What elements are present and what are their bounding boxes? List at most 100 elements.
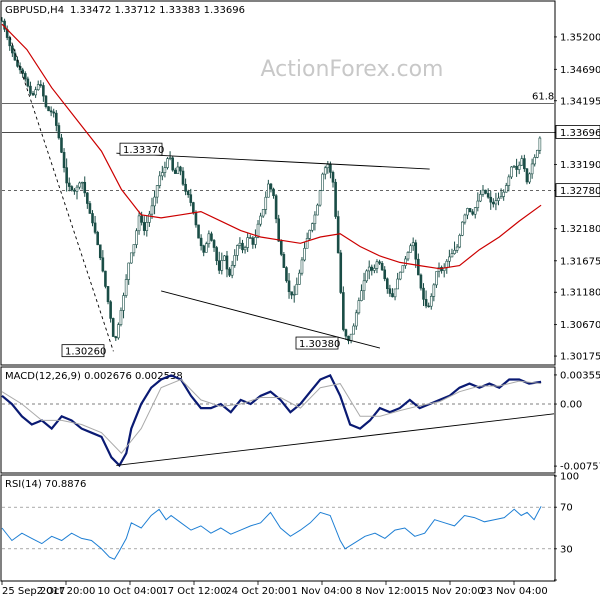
candle-body (166, 158, 169, 168)
candle-body (36, 84, 40, 91)
rsi-title: RSI(14) 70.8876 (5, 479, 86, 490)
candle-body (11, 45, 14, 54)
candle-body (215, 247, 218, 262)
fib-label: 61.8 (532, 92, 554, 103)
candle-body (217, 260, 221, 271)
macd-tick-label: 0.00 (560, 400, 582, 411)
price-panel: 1.35200 1.34690 1.34195 1.33190 1.32180 1.316… (0, 17, 600, 363)
candle-body (173, 169, 177, 174)
candle-body (383, 269, 387, 280)
candle-body (380, 262, 384, 271)
candle-body (181, 170, 185, 185)
price-tick-label: 1.31675 (560, 256, 600, 267)
candle-body (29, 85, 32, 94)
candle-body (47, 106, 50, 112)
candle-body (194, 212, 198, 226)
candle-body (142, 222, 146, 231)
candle-body (127, 262, 131, 280)
annotation-box (61, 344, 105, 358)
price-tick-label: 1.34195 (560, 96, 600, 107)
candle-body (49, 110, 53, 113)
x-tick-label: 23 Nov 04:00 (480, 586, 547, 597)
candle-body (422, 287, 425, 300)
candle-body (55, 112, 58, 126)
candle-body (473, 207, 477, 215)
x-tick-label: 24 Oct 20:00 (225, 586, 290, 597)
candle-body (83, 181, 87, 194)
candle-body (104, 270, 107, 287)
candle-body (507, 176, 511, 186)
candle-body (533, 157, 537, 165)
candle-body (357, 300, 361, 314)
candle-body (486, 193, 490, 198)
annotation-box (119, 142, 163, 156)
candle-body (168, 157, 172, 159)
candle-body (326, 164, 330, 169)
price-tick-label: 1.34690 (560, 65, 600, 76)
candle-body (199, 237, 203, 247)
candle-body (342, 292, 345, 330)
candle-body (354, 312, 358, 327)
candle-body (463, 214, 467, 223)
candle-body (145, 222, 149, 231)
candle-body (427, 305, 430, 308)
candle-body (497, 197, 500, 201)
candle-body (62, 152, 66, 168)
candle-body (238, 242, 242, 246)
macd-series-macd (1, 373, 542, 468)
annotation-label: 1.33370 (123, 145, 164, 156)
candle-body (135, 230, 138, 245)
macd-panel: MACD(12,26,9) 0.002676 0.002538 0.003554 0… (1, 370, 600, 473)
price-tick-label: 1.31180 (560, 288, 600, 299)
candle-body (228, 268, 231, 276)
candle-body (13, 52, 17, 61)
candle-body (528, 173, 531, 183)
candle-body (393, 288, 397, 298)
candle-body (163, 167, 167, 173)
candle-body (476, 200, 480, 208)
candle-body (344, 329, 348, 337)
candle-body (375, 261, 379, 269)
candle-body (453, 250, 456, 254)
candle-body (287, 280, 291, 293)
candle-body (419, 274, 423, 289)
candle-body (96, 232, 99, 246)
candle-body (417, 258, 420, 276)
candle-body (530, 163, 534, 175)
candle-body (129, 252, 133, 264)
candle-body (88, 203, 92, 214)
candle-body (471, 211, 474, 215)
x-tick-label: 17 Oct 12:00 (161, 586, 226, 597)
candle-body (161, 172, 164, 177)
candle-body (243, 247, 247, 251)
candle-body (80, 181, 84, 184)
candle-body (349, 333, 353, 342)
price-tag-box (555, 125, 600, 139)
candle-body (308, 229, 312, 239)
candle-body (466, 208, 469, 216)
candle-body (251, 237, 255, 245)
candle-body (277, 218, 280, 242)
x-tick-label: 10 Oct 04:00 (97, 586, 162, 597)
trendline-2 (9, 36, 114, 352)
candle-body (158, 175, 162, 186)
candle-body (210, 233, 213, 241)
candle-body (398, 271, 402, 280)
macd-tick-label: 0.003554 (560, 370, 600, 381)
candle-body (520, 158, 524, 166)
price-tick-label: 1.33190 (560, 160, 600, 171)
candle-body (391, 293, 394, 298)
candle-body (429, 295, 433, 307)
candle-body (334, 181, 337, 217)
candle-body (460, 221, 464, 236)
candle-body (339, 252, 343, 293)
candle-body (67, 182, 71, 187)
candle-body (269, 183, 273, 190)
candle-body (137, 215, 141, 232)
candle-body (75, 186, 79, 192)
candle-body (504, 185, 508, 193)
candle-body (111, 318, 115, 337)
candle-body (207, 233, 211, 245)
candle-body (31, 93, 35, 96)
